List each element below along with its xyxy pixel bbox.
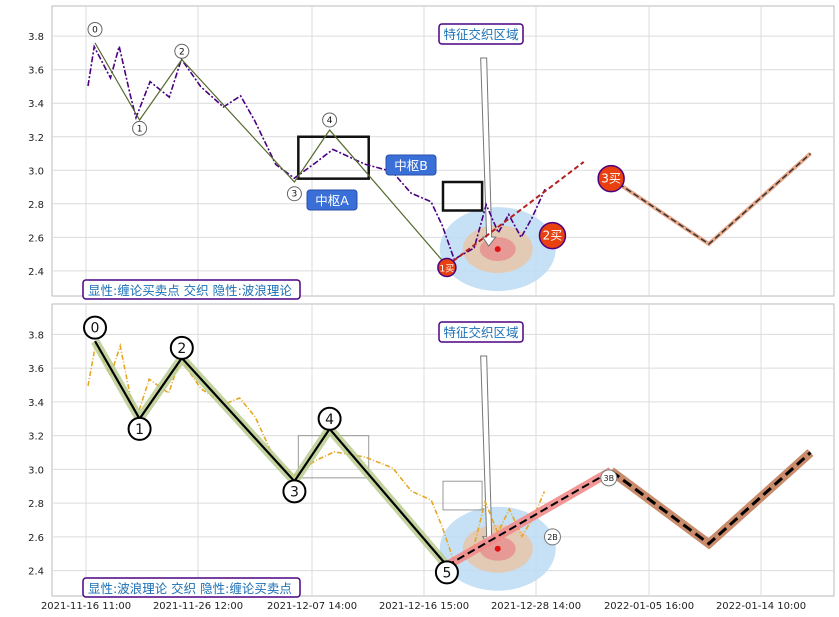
wave-label-text: 2	[177, 341, 186, 357]
top-wave-lines	[94, 42, 812, 267]
wave-label-text: 3	[292, 190, 298, 200]
y-tick-label: 2.6	[28, 533, 44, 544]
wave-label-text: 5	[442, 565, 451, 581]
buy-point-circle	[437, 257, 457, 278]
wave-label-circle	[169, 335, 194, 360]
wave-label-circle	[282, 479, 307, 504]
bottom-wave-lines	[91, 338, 814, 570]
y-tick-label: 3.4	[28, 99, 44, 110]
x-tick-label: 2021-12-16 15:00	[379, 601, 469, 612]
wave-label-circle	[317, 406, 342, 431]
pivot-b-label-text: 中枢B	[394, 158, 428, 173]
wave-label-text: 1	[135, 422, 144, 438]
top-legend-box: 显性:缠论买卖点 交织 隐性:波浪理论	[82, 279, 301, 300]
pivot-box-a	[297, 135, 370, 180]
y-tick-label: 2.8	[28, 499, 44, 510]
y-tick-label: 3.6	[28, 66, 44, 77]
zone-label-box	[438, 321, 524, 343]
y-tick-label: 2.4	[28, 267, 44, 278]
x-tick-labels: 2021-11-16 11:00 2021-11-26 12:00 2021-12-…	[41, 601, 806, 612]
x-tick-label: 2022-01-05 16:00	[604, 601, 694, 612]
wave-label-circle	[87, 21, 103, 37]
top-panel: 2.4 2.6 2.8 3.0 3.2 3.4 3.6 3.8 特征交织区域 0 1 2 3 4 中枢A 中…	[28, 5, 835, 300]
y-tick-label: 3.2	[28, 432, 44, 443]
bottom-legend-box: 显性:波浪理论 交织 隐性:缠论买卖点	[82, 577, 301, 598]
y-tick-label: 3.0	[28, 465, 44, 476]
small-buy-circle	[600, 469, 618, 487]
y-tick-label: 3.2	[28, 133, 44, 144]
pivot-box-b	[442, 480, 483, 511]
y-tick-label: 2.4	[28, 567, 44, 578]
wave-label-circle	[127, 416, 152, 441]
x-tick-label: 2021-12-07 14:00	[267, 601, 357, 612]
top-legend-text: 显性:缠论买卖点 交织 隐性:波浪理论	[88, 283, 292, 298]
y-tick-label: 2.8	[28, 200, 44, 211]
wave-label-text: 4	[325, 412, 334, 428]
wave-label-text: 4	[327, 116, 333, 126]
bottom-panel: 2.4 2.6 2.8 3.0 3.2 3.4 3.6 3.8 特征交织区域 0 1 2 3 4 5 2B 3…	[28, 303, 835, 598]
wave-label-text: 0	[91, 321, 100, 337]
x-tick-label: 2021-12-28 14:00	[491, 601, 581, 612]
y-tick-label: 3.4	[28, 398, 44, 409]
top-labels: 特征交织区域 0 1 2 3 4 中枢A 中枢B 1买 2买 3买	[87, 21, 625, 278]
bottom-labels: 特征交织区域 0 1 2 3 4 5 2B 3B	[83, 315, 618, 585]
buy-point-circle	[597, 164, 625, 193]
small-buy-text: 3B	[603, 474, 614, 483]
bottom-y-tick-labels: 2.4 2.6 2.8 3.0 3.2 3.4 3.6 3.8	[28, 330, 44, 577]
wave-label-circle	[132, 120, 148, 136]
trend-line	[446, 470, 612, 567]
buy-point-text: 1买	[440, 264, 455, 275]
future-path	[610, 152, 812, 245]
top-price-series	[87, 44, 546, 261]
zone-label-text: 特征交织区域	[443, 325, 518, 340]
buy-point-circle	[538, 221, 567, 250]
price-line	[87, 44, 546, 261]
x-tick-label: 2021-11-16 11:00	[41, 601, 131, 612]
wave-label-circle	[174, 43, 190, 59]
buy-point-text: 3买	[601, 172, 621, 186]
future-path	[610, 451, 812, 546]
wave-line	[94, 340, 448, 567]
top-y-tick-labels: 2.4 2.6 2.8 3.0 3.2 3.4 3.6 3.8	[28, 32, 44, 278]
buy-projection	[446, 161, 585, 267]
wave-label-text: 2	[179, 47, 185, 57]
y-tick-label: 3.6	[28, 364, 44, 375]
wave-label-text: 0	[92, 25, 98, 35]
zone-center-dot	[494, 545, 501, 552]
pivot-b-label-box	[385, 154, 437, 176]
y-tick-label: 3.0	[28, 166, 44, 177]
wave-label-text: 1	[137, 124, 143, 134]
pivot-box-b	[441, 180, 484, 212]
y-tick-label: 3.8	[28, 330, 44, 341]
y-tick-label: 2.6	[28, 233, 44, 244]
zone-label-box	[438, 23, 524, 45]
x-tick-label: 2021-11-26 12:00	[153, 601, 243, 612]
top-grid	[52, 6, 834, 296]
small-buy-circle	[543, 528, 561, 546]
zone-center-dot	[494, 246, 501, 253]
pivot-a-label-text: 中枢A	[315, 193, 349, 208]
bottom-legend-text: 显性:波浪理论 交织 隐性:缠论买卖点	[88, 581, 292, 596]
wave-label-circle	[434, 560, 459, 585]
buy-point-text: 2买	[543, 229, 563, 243]
small-buy-text: 2B	[547, 533, 558, 542]
zone-label-text: 特征交织区域	[443, 27, 518, 42]
y-tick-label: 3.8	[28, 32, 44, 43]
wave-label-text: 3	[290, 484, 299, 500]
wave-label-circle	[286, 186, 302, 202]
wave-label-circle	[83, 315, 108, 340]
wave-line	[94, 42, 448, 267]
pivot-a-label-box	[306, 189, 358, 211]
wave-label-circle	[322, 112, 338, 128]
x-tick-label: 2022-01-14 10:00	[716, 601, 806, 612]
